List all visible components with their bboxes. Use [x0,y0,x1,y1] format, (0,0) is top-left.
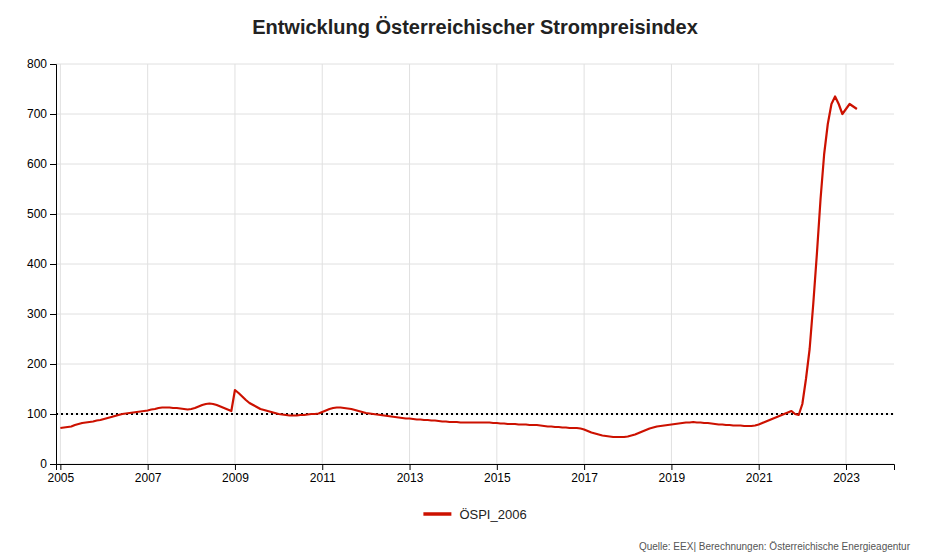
legend: ÖSPI_2006 [423,507,526,522]
grid-line [845,64,846,464]
tick-label: 2015 [484,471,511,485]
tick-label: 2023 [833,471,860,485]
grid-line [496,64,497,464]
tick: 400 [27,257,56,271]
tick: 2009 [222,464,249,485]
tick-mark [50,414,56,415]
line [60,97,857,438]
tick: 0 [40,457,56,471]
grid-line [56,364,894,365]
tick-mark [50,114,56,115]
tick-label: 2017 [571,471,598,485]
tick-mark [50,314,56,315]
tick-mark [235,464,236,470]
tick: 2017 [571,464,598,485]
tick: 2015 [484,464,511,485]
tick-label: 800 [27,57,47,71]
grid-line [56,414,894,415]
grid-line [56,314,894,315]
tick-label: 700 [27,107,47,121]
tick: 600 [27,157,56,171]
tick: 2023 [833,464,860,485]
legend-label: ÖSPI_2006 [459,507,526,522]
tick-mark [410,464,411,470]
tick-label: 400 [27,257,47,271]
tick-label: 0 [40,457,47,471]
axis-line [50,65,57,465]
tick: 2007 [135,464,162,485]
legend-swatch [423,512,451,516]
tick-label: 200 [27,357,47,371]
tick: 2021 [746,464,773,485]
axis-line [57,465,895,471]
plot: 2005 2007 2009 2011 2013 2015 2017 2019 2021 2023… [27,57,895,484]
title: Entwicklung Österreichischer Strompreisi… [252,16,698,38]
source: Quelle: EEX| Berechnungen: Österreichisc… [639,541,911,552]
tick-mark [50,164,56,165]
tick-mark [50,464,56,465]
tick-mark [50,364,56,365]
grid-line [147,64,148,464]
tick-mark [497,464,498,470]
grid-line [758,64,759,464]
grid-line [322,64,323,464]
tick-label: 500 [27,207,47,221]
tick-mark [846,464,847,470]
y-axis: 0 100 200 300 400 500 600 700 800 [27,57,57,471]
tick: 500 [27,207,56,221]
tick-mark [50,64,56,65]
tick: 2019 [659,464,686,485]
tick: 800 [27,57,56,71]
tick-label: 600 [27,157,47,171]
tick: 300 [27,307,56,321]
tick-mark [50,214,56,215]
tick: 2013 [397,464,424,485]
grid-line [56,164,894,165]
tick: 200 [27,357,56,371]
x-axis: 2005 2007 2009 2011 2013 2015 2017 2019 2021 2023 [48,464,895,485]
grid-line [60,64,61,464]
grid-line [409,64,410,464]
tick: 100 [27,407,56,421]
tick: 2005 [48,464,75,485]
tick-mark [60,464,61,470]
tick-label: 2019 [659,471,686,485]
tick: 700 [27,107,56,121]
chart: 2005 2007 2009 2011 2013 2015 2017 2019 2021 2023… [0,0,930,560]
marks [56,97,894,438]
tick-mark [671,464,672,470]
grid [56,64,894,464]
grid-line [671,64,672,464]
grid-line [56,264,894,265]
grid-line [56,64,894,65]
grid-line [234,64,235,464]
tick-mark [148,464,149,470]
tick: 2011 [310,464,336,485]
tick-label: 2007 [135,471,162,485]
grid-line [584,64,585,464]
grid-line [56,214,894,215]
tick-label: 2009 [222,471,249,485]
reference-line [56,413,894,415]
tick-mark [322,464,323,470]
tick-mark [759,464,760,470]
tick-label: 2013 [397,471,424,485]
tick-label: 2005 [48,471,75,485]
legend-item: ÖSPI_2006 [423,507,526,522]
tick-label: 100 [27,407,47,421]
tick-mark [50,264,56,265]
tick-label: 300 [27,307,47,321]
tick-label: 2021 [746,471,773,485]
tick-mark [584,464,585,470]
tick-label: 2011 [310,471,336,485]
grid-line [56,114,894,115]
